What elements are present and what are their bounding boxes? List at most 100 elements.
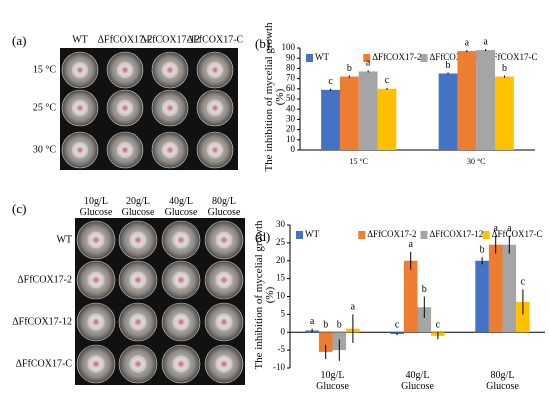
y-axis-label: The inhibition of mycelial growth (%)	[263, 22, 286, 172]
y-tick-label: -10	[273, 362, 285, 372]
significance-letter: c	[436, 320, 441, 331]
bar	[495, 76, 514, 150]
significance-letter: b	[502, 63, 507, 74]
legend-swatch	[420, 231, 428, 239]
legend-label: ΔFfCOX17-12	[430, 229, 484, 239]
colony	[116, 61, 134, 79]
significance-letter: a	[310, 316, 315, 327]
colony	[129, 355, 147, 373]
significance-letter: b	[323, 320, 328, 331]
significance-letter: b	[347, 63, 352, 74]
colony	[116, 99, 134, 117]
x-tick-label: 15 °C	[349, 157, 368, 166]
colony	[87, 271, 105, 289]
y-tick-label: 80	[286, 62, 296, 72]
panel-label: (a)	[12, 33, 26, 48]
y-tick-label: 10	[286, 134, 296, 144]
y-tick-label: 25	[276, 237, 286, 247]
x-tick-label: 10g/L Glucose	[316, 370, 349, 392]
colony	[215, 355, 233, 373]
colony	[71, 141, 89, 159]
column-header: ΔFfCOX17-12	[140, 34, 200, 45]
y-tick-label: 0	[281, 326, 286, 336]
column-header: ΔFfCOX17-2	[98, 34, 153, 45]
y-tick-label: -5	[278, 344, 286, 354]
colony	[87, 231, 105, 249]
y-tick-label: 50	[286, 93, 296, 103]
significance-letter: a	[408, 239, 413, 250]
y-tick-label: 30	[276, 219, 286, 229]
x-tick-label: 40g/L Glucose	[401, 370, 434, 392]
significance-letter: c	[385, 75, 390, 86]
colony	[161, 99, 179, 117]
legend-swatch	[363, 54, 371, 62]
colony	[215, 231, 233, 249]
colony	[172, 231, 190, 249]
y-tick-label: 40	[286, 103, 296, 113]
column-header: ΔFfCOX17-C	[187, 34, 244, 45]
significance-letter: b	[422, 284, 427, 295]
y-tick-label: 20	[286, 124, 296, 134]
bar	[358, 71, 378, 150]
bar	[339, 76, 359, 150]
legend-label: ΔFfCOX17-12	[430, 52, 484, 62]
row-label: ΔFfCOX17-C	[16, 358, 73, 369]
panel-label: (d)	[255, 229, 270, 244]
colony	[172, 271, 190, 289]
colony	[172, 313, 190, 331]
x-tick-label: 30 °C	[467, 157, 486, 166]
colony	[129, 313, 147, 331]
legend-swatch	[296, 231, 303, 239]
bar	[475, 260, 489, 333]
colony	[206, 61, 224, 79]
significance-letter: a	[465, 37, 470, 48]
bar	[377, 88, 397, 150]
y-tick-label: 10	[276, 291, 286, 301]
legend-label: ΔFfCOX17-C	[492, 229, 543, 239]
colony	[206, 99, 224, 117]
colony	[71, 61, 89, 79]
colony	[87, 355, 105, 373]
y-tick-label: 100	[282, 42, 296, 52]
y-tick-label: 15	[276, 273, 286, 283]
significance-letter: a	[351, 302, 356, 313]
y-axis-label: The inhibition of mycelial growth (%)	[253, 219, 276, 370]
bar	[476, 50, 496, 150]
colony	[215, 271, 233, 289]
panel-label: (c)	[12, 201, 26, 216]
significance-letter: c	[328, 76, 333, 87]
colony	[71, 99, 89, 117]
bar	[417, 307, 432, 333]
legend-label: ΔFfCOX17-2	[367, 229, 416, 239]
significance-letter: a	[493, 223, 498, 234]
row-label: WT	[56, 234, 72, 245]
bar	[502, 244, 517, 333]
y-tick-label: 20	[276, 255, 286, 265]
legend-swatch	[420, 54, 428, 62]
legend-swatch	[482, 231, 490, 239]
legend-label: WT	[315, 52, 329, 62]
colony	[129, 271, 147, 289]
bar	[321, 89, 340, 150]
legend-swatch	[306, 54, 313, 62]
bar	[457, 51, 477, 151]
significance-letter: a	[366, 58, 371, 69]
y-tick-label: 0	[291, 144, 296, 154]
x-tick-label: 80g/L Glucose	[486, 370, 519, 392]
row-label: ΔFfCOX17-2	[17, 274, 72, 285]
colony	[161, 141, 179, 159]
row-label: 15 °C	[33, 64, 56, 75]
y-tick-label: 60	[286, 83, 296, 93]
bar	[403, 260, 418, 333]
colony	[172, 355, 190, 373]
column-header: WT	[72, 34, 88, 45]
y-tick-label: 5	[281, 308, 286, 318]
significance-letter: c	[521, 277, 526, 288]
bar	[488, 244, 503, 333]
bar	[438, 73, 458, 150]
row-label: 25 °C	[33, 102, 56, 113]
y-tick-label: 30	[286, 113, 296, 123]
significance-letter: c	[395, 320, 400, 331]
